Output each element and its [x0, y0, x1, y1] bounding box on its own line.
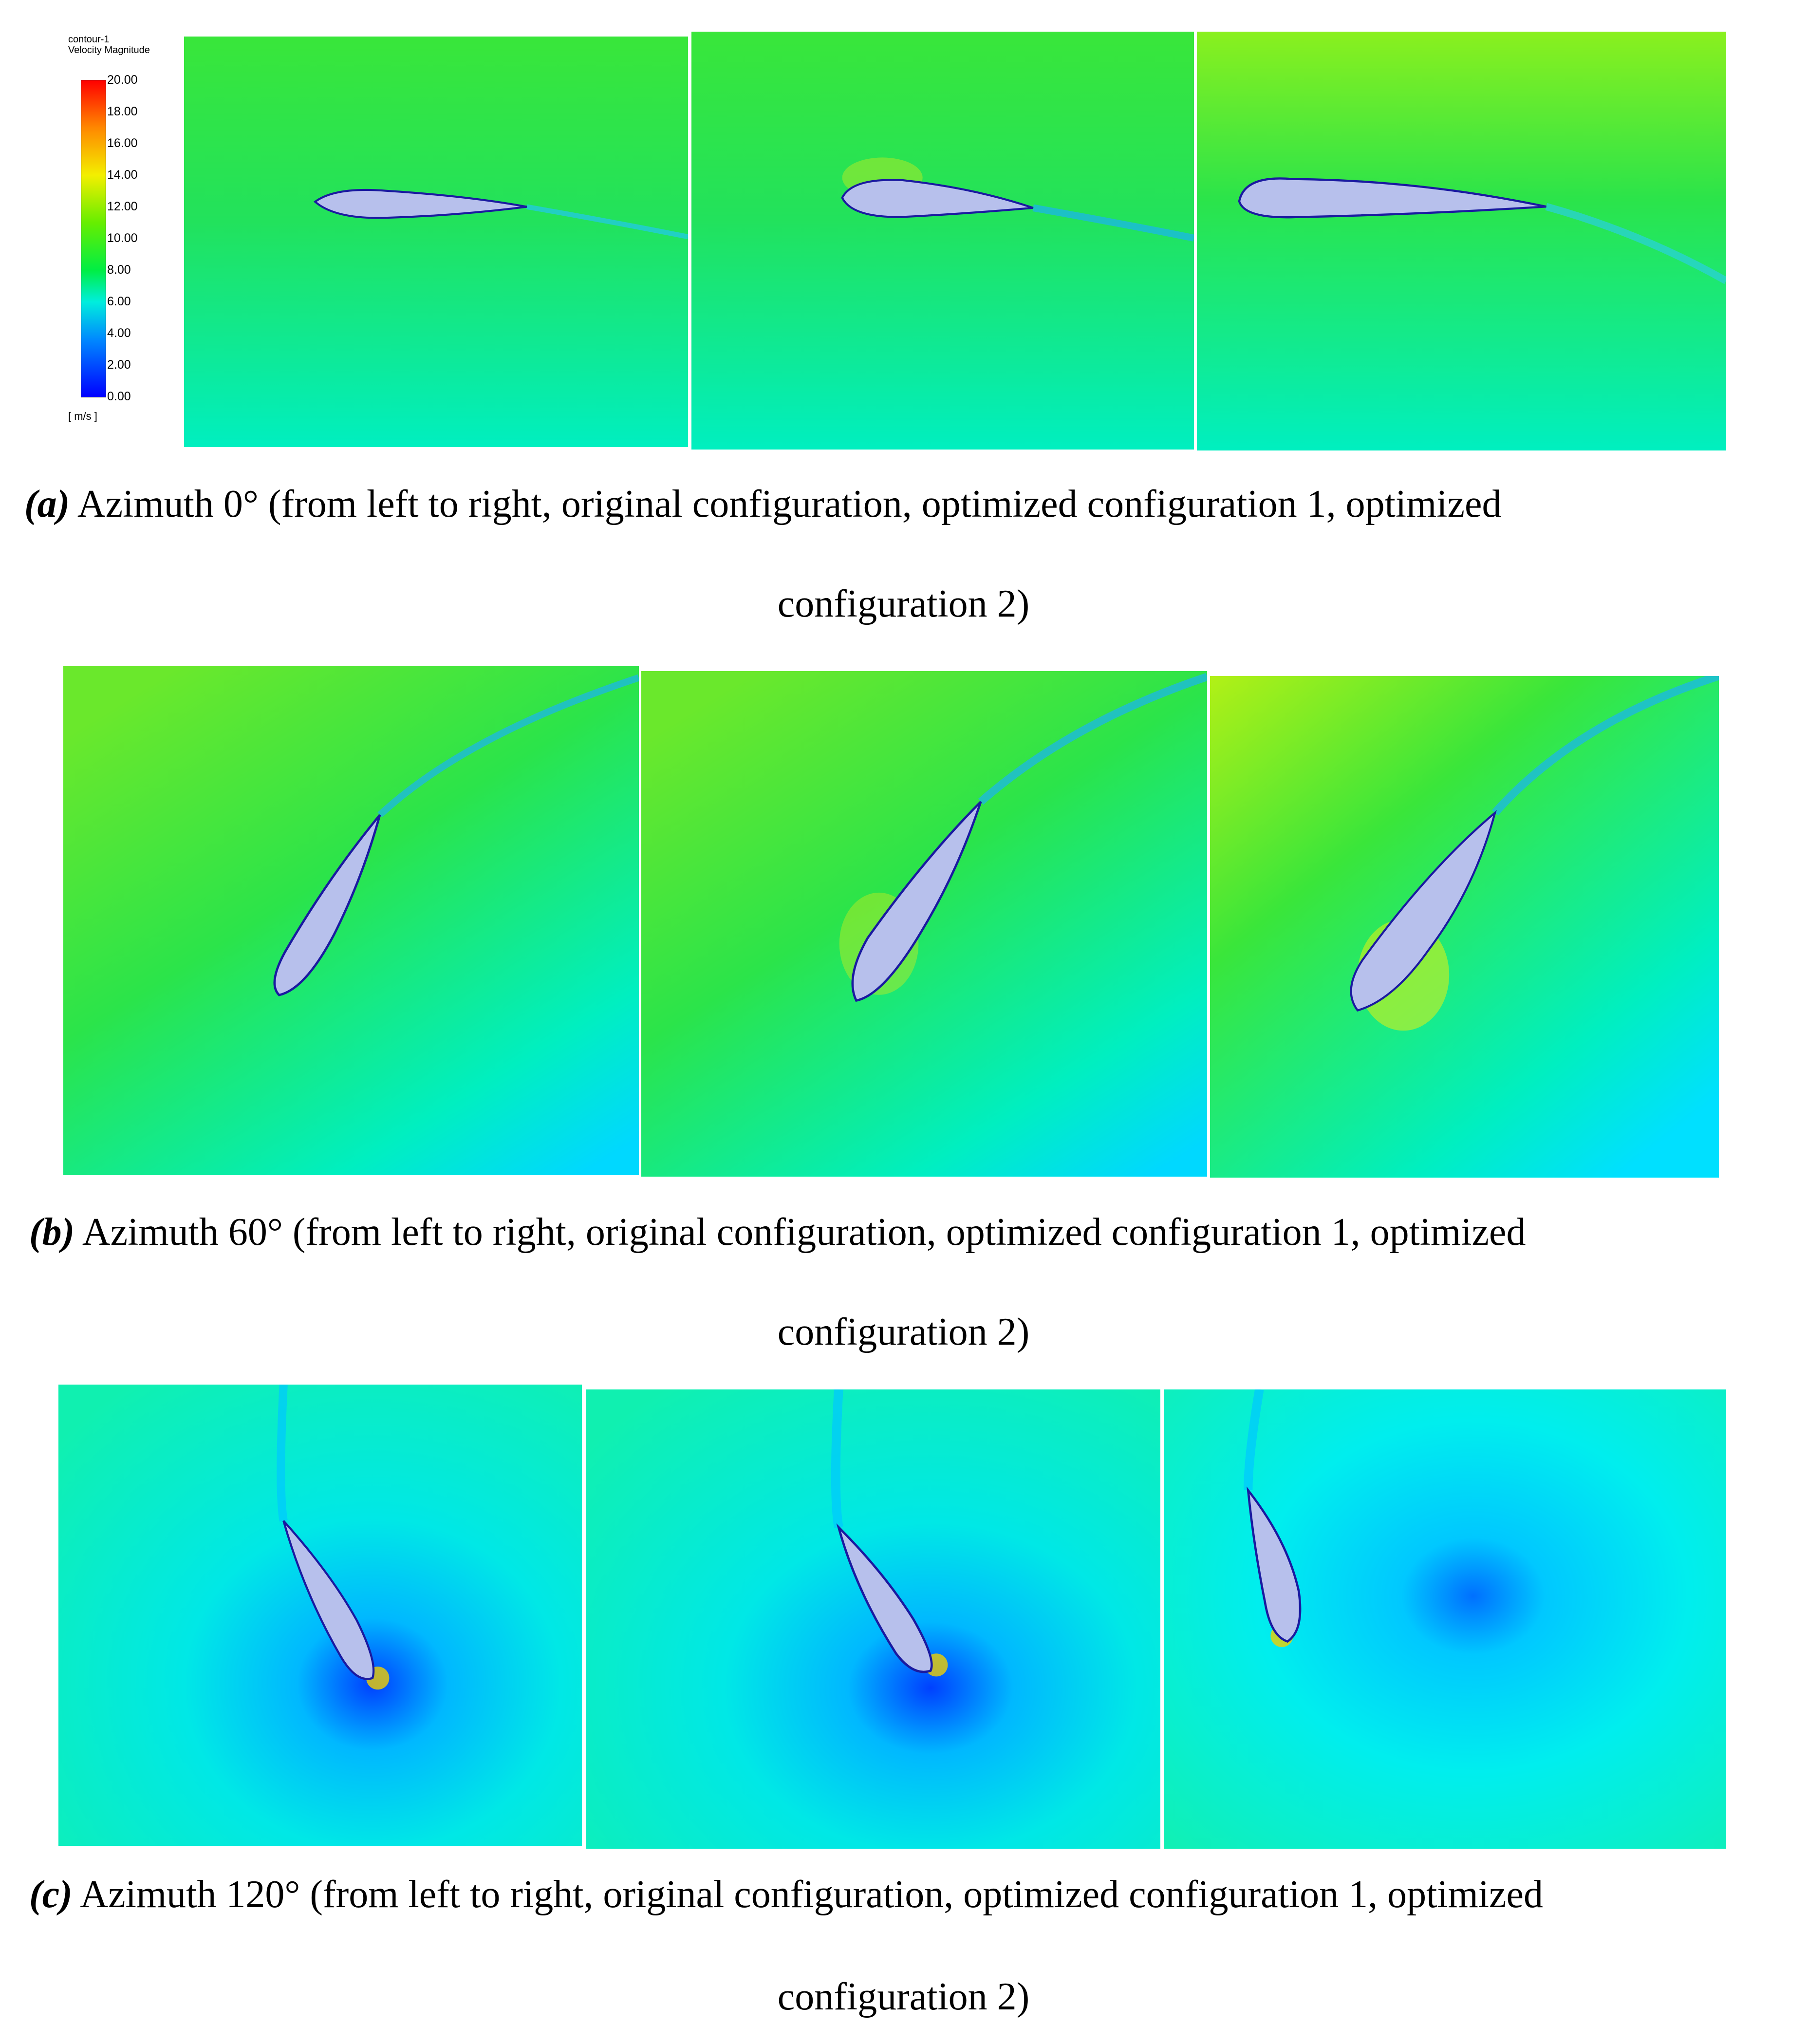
caption-c-text: Azimuth 120° (from left to right, origin… [80, 1873, 1544, 1916]
legend-tick: 10.00 [107, 231, 138, 245]
caption-b-line1: (b) Azimuth 60° (from left to right, ori… [29, 1210, 1807, 1255]
legend-title-line1: contour-1 [68, 34, 110, 45]
caption-c-line2: configuration 2) [777, 1975, 1030, 2018]
caption-a-line1: (a) Azimuth 0° (from left to right, orig… [24, 482, 1807, 526]
contour-a-optimized-2 [1197, 32, 1726, 450]
legend-title-line2: Velocity Magnitude [68, 45, 150, 56]
contour-c-optimized-2 [1164, 1389, 1726, 1849]
colorbar [81, 80, 106, 397]
legend-tick: 18.00 [107, 105, 138, 118]
legend-tick: 6.00 [107, 295, 131, 308]
colorbar-legend: contour-1 Velocity Magnitude 20.00 18.00… [68, 34, 195, 443]
legend-tick: 4.00 [107, 326, 131, 340]
legend-title: contour-1 Velocity Magnitude [68, 34, 150, 56]
caption-a-text: Azimuth 0° (from left to right, original… [77, 483, 1502, 525]
legend-tick: 20.00 [107, 73, 138, 87]
caption-b-text: Azimuth 60° (from left to right, origina… [82, 1211, 1526, 1254]
contour-b-optimized-2 [1210, 676, 1719, 1178]
contour-b-optimized-1 [641, 671, 1207, 1177]
legend-tick: 16.00 [107, 136, 138, 150]
contour-b-original [63, 666, 639, 1175]
contour-a-optimized-1 [691, 32, 1194, 450]
contour-a-original [184, 37, 688, 447]
legend-tick: 14.00 [107, 168, 138, 182]
contour-c-original [58, 1385, 582, 1846]
contour-c-optimized-1 [586, 1389, 1160, 1849]
caption-c-line1: (c) Azimuth 120° (from left to right, or… [29, 1873, 1807, 1917]
caption-a-tag: (a) [24, 483, 70, 525]
caption-b-tag: (b) [29, 1211, 75, 1254]
legend-tick: 0.00 [107, 390, 131, 403]
legend-tick: 12.00 [107, 200, 138, 213]
caption-b-line2: configuration 2) [777, 1311, 1030, 1353]
legend-tick: 2.00 [107, 358, 131, 372]
legend-tick: 8.00 [107, 263, 131, 277]
legend-unit: [ m/s ] [68, 410, 97, 422]
caption-a-line2: configuration 2) [777, 582, 1030, 625]
caption-c-tag: (c) [29, 1873, 73, 1916]
